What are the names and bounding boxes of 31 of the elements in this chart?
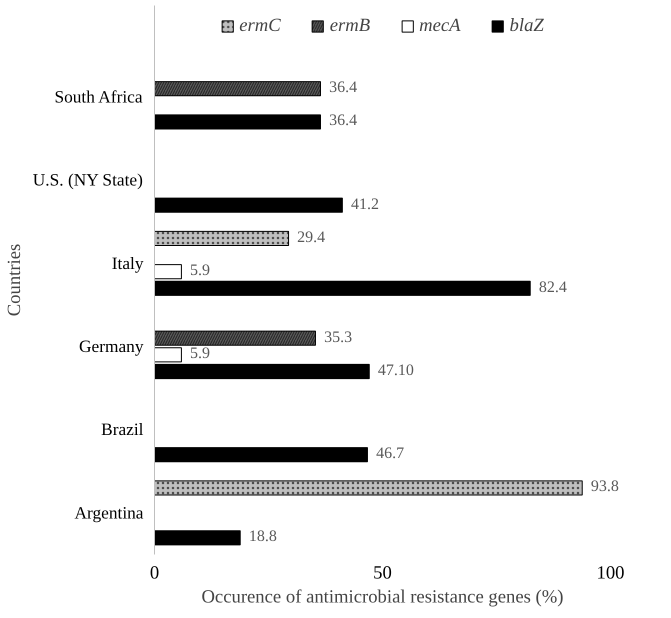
y-axis-title: Countries (4, 244, 25, 316)
data-label: 35.3 (324, 328, 352, 347)
data-label: 93.8 (590, 478, 619, 496)
data-label: 41.2 (350, 196, 379, 214)
bar (154, 198, 343, 213)
data-label: 47.10 (378, 362, 414, 380)
bar (154, 447, 368, 462)
data-label: 36.4 (329, 79, 358, 98)
x-tick-label: 0 (150, 562, 160, 584)
bar (154, 530, 241, 546)
data-label: 82.4 (538, 278, 567, 297)
data-label: 36.4 (329, 112, 358, 130)
data-label: 18.8 (248, 528, 277, 546)
x-tick-label: 50 (373, 562, 392, 584)
y-tick-label: South Africa (54, 88, 143, 106)
y-tick-label: Argentina (74, 503, 144, 522)
data-label: 5.9 (190, 262, 210, 280)
legend-label: mecA (419, 15, 461, 37)
x-tick-label: 100 (596, 562, 624, 584)
legend-label: ermC (239, 15, 281, 37)
legend-label: blaZ (510, 15, 544, 37)
y-tick-label: U.S. (NY State) (32, 170, 144, 190)
data-label: 5.9 (190, 345, 210, 364)
y-tick-label: Germany (79, 337, 144, 356)
y-tick-label: Brazil (101, 420, 144, 440)
x-axis-title: Occurence of antimicrobial resistance genes (%) (201, 586, 564, 608)
data-label: 29.4 (297, 228, 326, 247)
bar (154, 114, 321, 130)
data-label: 46.7 (376, 445, 404, 464)
y-tick-label: Italy (112, 254, 144, 273)
legend-label: ermB (330, 15, 370, 37)
